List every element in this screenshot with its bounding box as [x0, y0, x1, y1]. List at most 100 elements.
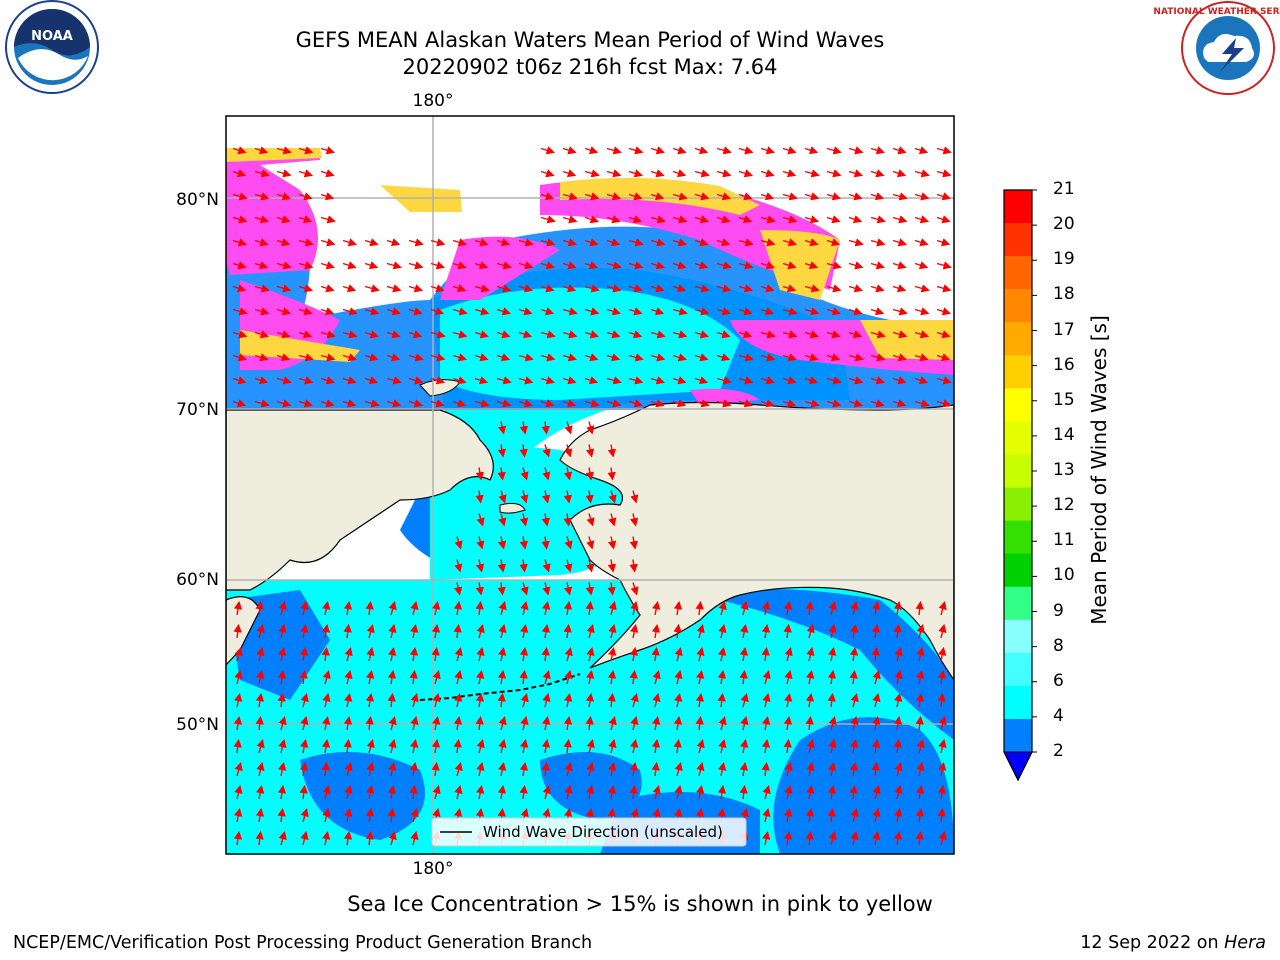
wind-wave-arrow	[562, 215, 578, 224]
wind-wave-arrow	[386, 238, 401, 247]
wind-wave-arrow	[783, 623, 792, 639]
wind-wave-arrow	[344, 646, 353, 662]
wind-wave-arrow	[894, 669, 903, 685]
noaa-logo-icon: NOAA	[5, 0, 99, 94]
wind-wave-arrow	[300, 807, 309, 823]
wind-wave-arrow	[762, 692, 771, 708]
wind-wave-arrow	[232, 330, 248, 339]
wind-wave-arrow	[410, 600, 419, 616]
wind-wave-arrow	[783, 600, 793, 616]
wind-wave-arrow	[849, 669, 858, 685]
wind-wave-arrow	[476, 738, 485, 754]
wind-wave-arrow	[586, 513, 595, 527]
wind-wave-arrow	[784, 807, 793, 823]
wind-wave-arrow	[344, 669, 353, 685]
legend-label: Wind Wave Direction (unscaled)	[483, 823, 723, 841]
wind-wave-arrow	[652, 784, 661, 800]
wind-wave-arrow	[762, 784, 771, 800]
wind-wave-arrow	[542, 784, 551, 800]
wind-wave-arrow	[650, 284, 665, 293]
wind-wave-arrow	[673, 715, 683, 731]
wind-wave-arrow	[344, 807, 353, 823]
wind-wave-arrow	[542, 559, 551, 573]
wind-wave-arrow	[606, 284, 622, 293]
wind-wave-arrow	[584, 376, 599, 385]
wind-wave-arrow	[848, 284, 864, 293]
land-siberia	[226, 409, 494, 591]
wind-wave-arrow	[519, 784, 528, 800]
wind-wave-arrow	[408, 330, 423, 339]
wind-wave-arrow	[430, 399, 445, 408]
wind-wave-arrow	[804, 169, 820, 178]
wind-wave-arrow	[278, 738, 287, 754]
wind-wave-arrow	[849, 646, 859, 662]
wind-wave-arrow	[915, 807, 925, 823]
wind-wave-arrow	[300, 715, 309, 731]
wind-wave-arrow	[540, 146, 556, 155]
wind-wave-arrow	[585, 600, 594, 616]
wind-wave-arrow	[606, 307, 622, 316]
wind-wave-arrow	[760, 238, 776, 247]
wind-wave-arrow	[695, 692, 705, 708]
wind-wave-arrow	[232, 215, 248, 224]
wind-wave-arrow	[916, 669, 925, 685]
wind-wave-arrow	[607, 582, 616, 596]
wind-wave-arrow	[276, 330, 291, 339]
wind-wave-arrow	[254, 330, 270, 339]
wind-wave-arrow	[849, 761, 859, 777]
wind-wave-arrow	[234, 784, 243, 800]
wind-wave-arrow	[254, 238, 269, 247]
wind-wave-arrow	[826, 215, 841, 224]
wind-wave-arrow	[607, 559, 617, 573]
wind-wave-arrow	[782, 399, 797, 408]
wind-wave-arrow	[496, 307, 512, 316]
wind-wave-arrow	[760, 215, 776, 224]
wind-wave-arrow	[321, 623, 331, 639]
wind-wave-arrow	[694, 399, 710, 408]
wind-wave-arrow	[343, 623, 352, 639]
wind-wave-arrow	[718, 623, 727, 639]
wind-wave-arrow	[255, 600, 264, 616]
wind-wave-arrow	[738, 307, 753, 316]
wind-wave-arrow	[563, 600, 573, 616]
wind-wave-arrow	[365, 715, 374, 731]
wind-wave-arrow	[342, 261, 357, 270]
wind-wave-arrow	[828, 830, 837, 846]
wind-wave-arrow	[694, 353, 709, 362]
wind-wave-arrow	[694, 261, 709, 270]
wind-wave-arrow	[607, 669, 617, 685]
wind-wave-arrow	[541, 738, 551, 754]
wind-wave-arrow	[585, 444, 595, 458]
wind-wave-arrow	[562, 169, 577, 178]
wind-wave-arrow	[739, 669, 748, 685]
wind-wave-arrow	[519, 646, 529, 662]
wind-wave-arrow	[894, 692, 903, 708]
wind-wave-arrow	[278, 646, 287, 662]
colorbar	[1003, 189, 1037, 782]
wind-wave-arrow	[607, 467, 616, 481]
wind-wave-arrow	[366, 623, 375, 639]
wind-wave-arrow	[848, 376, 864, 385]
wind-wave-arrow	[848, 238, 864, 247]
colorbar-tick-label: 10	[1053, 565, 1075, 586]
wind-wave-arrow	[518, 353, 534, 362]
wind-wave-arrow	[276, 238, 291, 247]
wind-wave-arrow	[674, 692, 683, 708]
wind-wave-arrow	[804, 307, 820, 316]
wind-wave-arrow	[563, 715, 573, 731]
colorbar-tick-label: 19	[1053, 249, 1075, 270]
wind-wave-arrow	[586, 421, 595, 435]
wind-wave-arrow	[518, 284, 534, 293]
wind-wave-arrow	[476, 646, 485, 662]
wind-wave-arrow	[650, 192, 665, 201]
wind-wave-arrow	[387, 669, 397, 685]
wind-wave-arrow	[848, 353, 864, 362]
wind-wave-arrow	[410, 623, 419, 639]
wind-wave-arrow	[518, 261, 534, 270]
wind-wave-arrow	[892, 261, 907, 270]
wind-wave-arrow	[254, 146, 269, 155]
wind-wave-arrow	[850, 715, 859, 731]
wind-wave-arrow	[476, 536, 485, 550]
wind-wave-arrow	[520, 738, 529, 754]
footer-date-text: 12 Sep 2022 on	[1080, 933, 1225, 953]
